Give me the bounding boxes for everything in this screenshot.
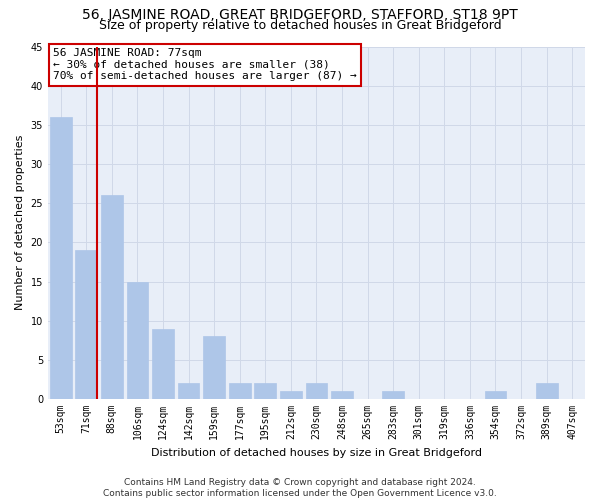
- Bar: [50, 117, 71, 399]
- Y-axis label: Number of detached properties: Number of detached properties: [15, 135, 25, 310]
- Bar: [536, 384, 557, 399]
- Bar: [101, 196, 123, 399]
- Text: 56 JASMINE ROAD: 77sqm
← 30% of detached houses are smaller (38)
70% of semi-det: 56 JASMINE ROAD: 77sqm ← 30% of detached…: [53, 48, 357, 82]
- Text: Contains HM Land Registry data © Crown copyright and database right 2024.
Contai: Contains HM Land Registry data © Crown c…: [103, 478, 497, 498]
- Bar: [229, 384, 251, 399]
- Bar: [178, 384, 199, 399]
- Bar: [280, 391, 302, 399]
- Bar: [382, 391, 404, 399]
- Text: 56, JASMINE ROAD, GREAT BRIDGEFORD, STAFFORD, ST18 9PT: 56, JASMINE ROAD, GREAT BRIDGEFORD, STAF…: [82, 8, 518, 22]
- Bar: [127, 282, 148, 399]
- Bar: [331, 391, 353, 399]
- Bar: [203, 336, 225, 399]
- Bar: [76, 250, 97, 399]
- Text: Size of property relative to detached houses in Great Bridgeford: Size of property relative to detached ho…: [98, 19, 502, 32]
- Bar: [254, 384, 276, 399]
- X-axis label: Distribution of detached houses by size in Great Bridgeford: Distribution of detached houses by size …: [151, 448, 482, 458]
- Bar: [485, 391, 506, 399]
- Bar: [152, 328, 174, 399]
- Bar: [305, 384, 328, 399]
